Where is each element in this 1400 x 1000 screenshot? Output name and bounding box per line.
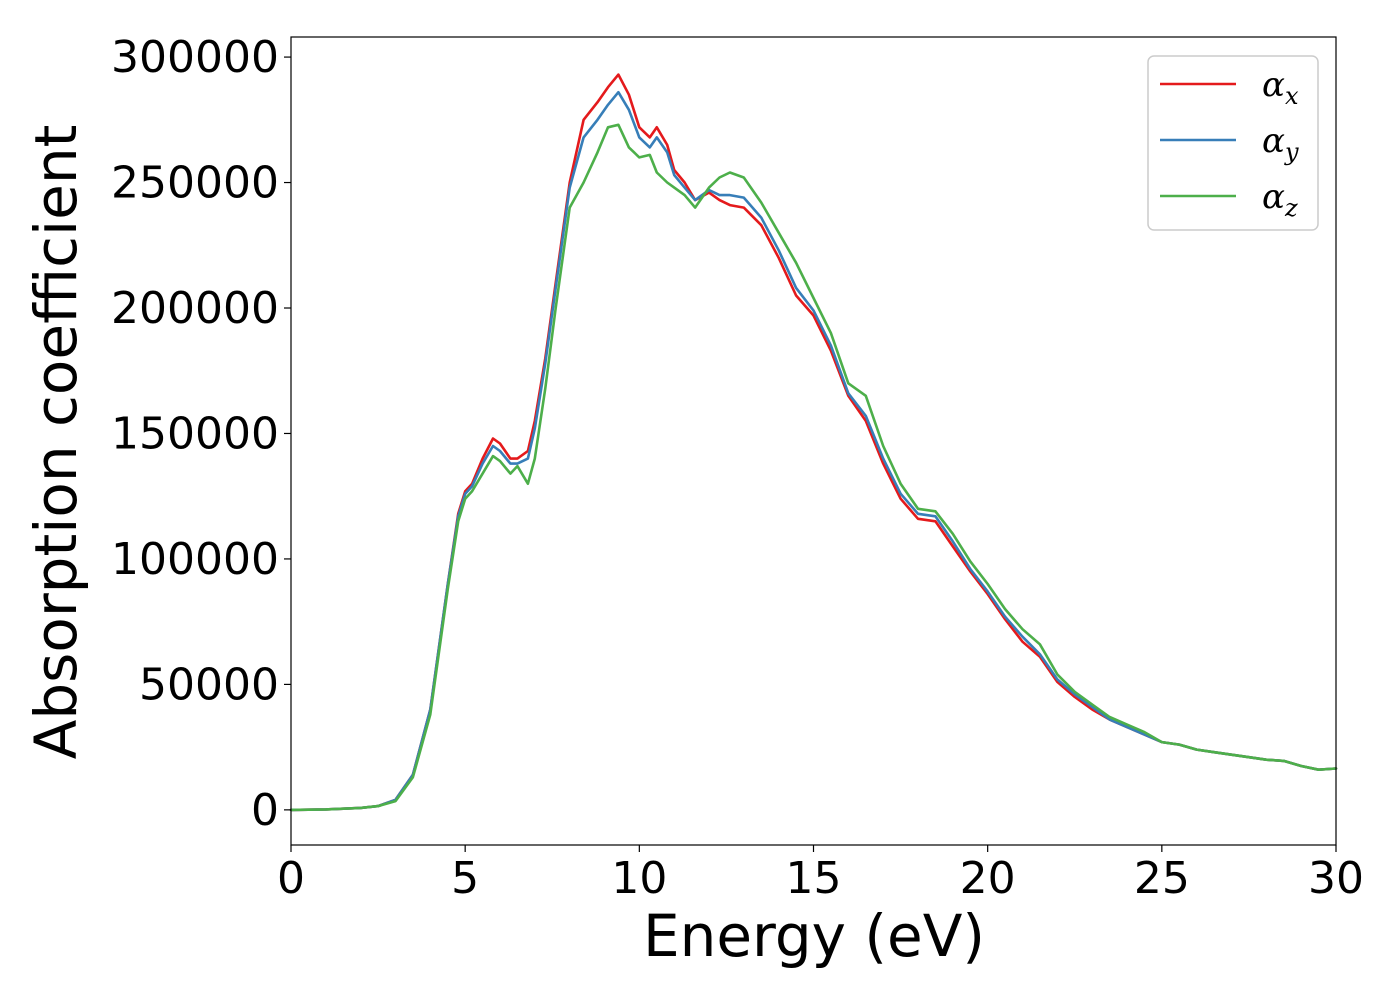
y-tick-label: 200000 [111, 283, 279, 334]
x-tick-label: 10 [611, 853, 667, 904]
x-tick-label: 5 [451, 853, 479, 904]
legend-label-x: αx [1262, 65, 1299, 110]
y-tick-label: 0 [251, 785, 279, 836]
x-tick-label: 25 [1134, 853, 1190, 904]
series-layer [289, 73, 1338, 812]
x-tick-label: 30 [1308, 853, 1364, 904]
y-tick-label: 300000 [111, 32, 279, 83]
legend-label-y: αy [1262, 121, 1299, 166]
y-tick-label: 150000 [111, 408, 279, 459]
x-axis-ticks: 0 5 10 15 20 25 30 [277, 845, 1364, 904]
x-tick-label: 20 [960, 853, 1016, 904]
series-line-y [289, 90, 1338, 812]
series-line-z [289, 123, 1338, 812]
x-axis-title: Energy (eV) [643, 902, 985, 970]
y-axis-ticks: 0 50000 100000 150000 200000 250000 300000 [111, 32, 291, 836]
legend-box [1147, 55, 1319, 231]
y-axis-title: Absorption coefficient [22, 125, 90, 760]
legend: αx αy αz [1147, 55, 1319, 231]
x-tick-label: 15 [786, 853, 842, 904]
x-tick-label: 0 [277, 853, 305, 904]
legend-label-z: αz [1262, 177, 1298, 222]
y-tick-label: 100000 [111, 534, 279, 585]
y-tick-label: 50000 [139, 659, 279, 710]
y-tick-label: 250000 [111, 158, 279, 209]
